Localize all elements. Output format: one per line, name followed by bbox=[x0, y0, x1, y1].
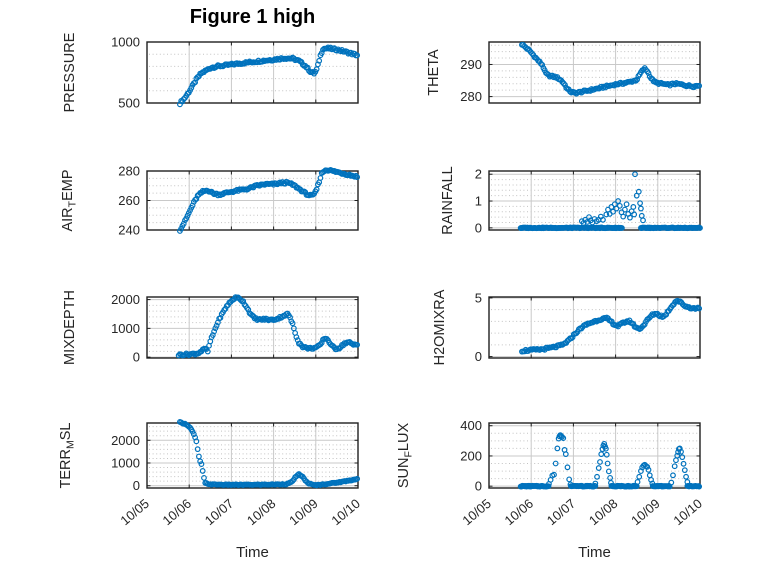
y-tick-label: 0 bbox=[475, 220, 482, 235]
series-terr-msl bbox=[177, 419, 361, 489]
x-tick-label: 10/06 bbox=[160, 496, 195, 528]
subplot-mixdepth: 0 1000 2000 MIXDEPTH bbox=[62, 290, 361, 365]
y-axis-label-sun-flux: SUNFLUX bbox=[396, 423, 415, 489]
subplot-rainfall: 0 1 2 RAINFALL bbox=[440, 166, 703, 235]
y-tick-label: 260 bbox=[118, 193, 140, 208]
y-tick-label: 290 bbox=[460, 57, 482, 72]
y-tick-label: 1000 bbox=[111, 321, 140, 336]
y-tick-label: 5 bbox=[475, 290, 482, 305]
series-pressure bbox=[177, 44, 361, 108]
y-tick-label: 200 bbox=[460, 448, 482, 463]
y-tick-label: 500 bbox=[118, 96, 140, 111]
x-tick-label: 10/09 bbox=[628, 496, 663, 528]
y-axis-label-h2omixra: H2OMIXRA bbox=[432, 289, 448, 365]
x-axis-title-left: Time bbox=[236, 544, 269, 561]
series-theta bbox=[519, 41, 703, 97]
subplot-sun-flux: 0 200 400 10/05 10/06 10/07 10/08 10/09 10/10 SUN… bbox=[396, 418, 705, 528]
y-tick-label: 240 bbox=[118, 223, 140, 238]
y-tick-label: 1000 bbox=[111, 35, 140, 50]
y-tick-label: 0 bbox=[475, 349, 482, 364]
subplot-theta: 280 290 THETA bbox=[426, 41, 703, 104]
series-h2omixra bbox=[519, 297, 703, 355]
y-tick-label: 280 bbox=[460, 89, 482, 104]
y-axis-label-air-temp: AIRTEMP bbox=[60, 169, 79, 231]
y-tick-label: 0 bbox=[133, 350, 140, 365]
y-tick-label: 2000 bbox=[111, 433, 140, 448]
x-tick-label: 10/08 bbox=[586, 496, 621, 528]
series-mixdepth bbox=[175, 294, 361, 359]
y-axis-label-rainfall: RAINFALL bbox=[440, 166, 456, 235]
x-tick-label: 10/10 bbox=[670, 496, 705, 528]
x-tick-label: 10/06 bbox=[502, 496, 537, 528]
x-tick-label: 10/05 bbox=[117, 496, 152, 528]
y-tick-label: 0 bbox=[475, 479, 482, 494]
x-axis-title-right: Time bbox=[578, 544, 611, 561]
figure-title: Figure 1 high bbox=[189, 6, 316, 28]
series-rainfall bbox=[517, 171, 703, 232]
y-tick-label: 2 bbox=[475, 167, 482, 182]
x-tick-label: 10/07 bbox=[544, 496, 579, 528]
y-tick-label: 400 bbox=[460, 418, 482, 433]
subplot-h2omixra: 0 5 H2OMIXRA bbox=[432, 289, 703, 365]
subplot-terr-msl: 0 1000 2000 10/05 10/06 10/07 10/08 10/09 10/10 T… bbox=[58, 419, 363, 528]
y-tick-label: 1 bbox=[475, 194, 482, 209]
y-axis-label-terr-msl: TERRMSL bbox=[58, 423, 77, 489]
x-tick-label: 10/10 bbox=[328, 496, 363, 528]
x-tick-label: 10/07 bbox=[202, 496, 237, 528]
y-tick-label: 2000 bbox=[111, 292, 140, 307]
y-tick-label: 0 bbox=[133, 478, 140, 493]
y-axis-label-theta: THETA bbox=[426, 49, 442, 96]
y-tick-label: 1000 bbox=[111, 456, 140, 471]
y-axis-label-pressure: PRESSURE bbox=[62, 32, 78, 112]
y-tick-label: 280 bbox=[118, 164, 140, 179]
subplot-pressure: 500 1000 PRESSURE bbox=[62, 32, 361, 112]
x-tick-label: 10/05 bbox=[459, 496, 494, 528]
y-axis-label-mixdepth: MIXDEPTH bbox=[62, 290, 78, 365]
x-tick-label: 10/09 bbox=[286, 496, 321, 528]
series-sun-flux bbox=[517, 432, 703, 490]
series-air-temp bbox=[177, 166, 361, 234]
x-tick-label: 10/08 bbox=[244, 496, 279, 528]
subplot-air-temp: 240 260 280 AIRTEMP bbox=[60, 164, 361, 238]
